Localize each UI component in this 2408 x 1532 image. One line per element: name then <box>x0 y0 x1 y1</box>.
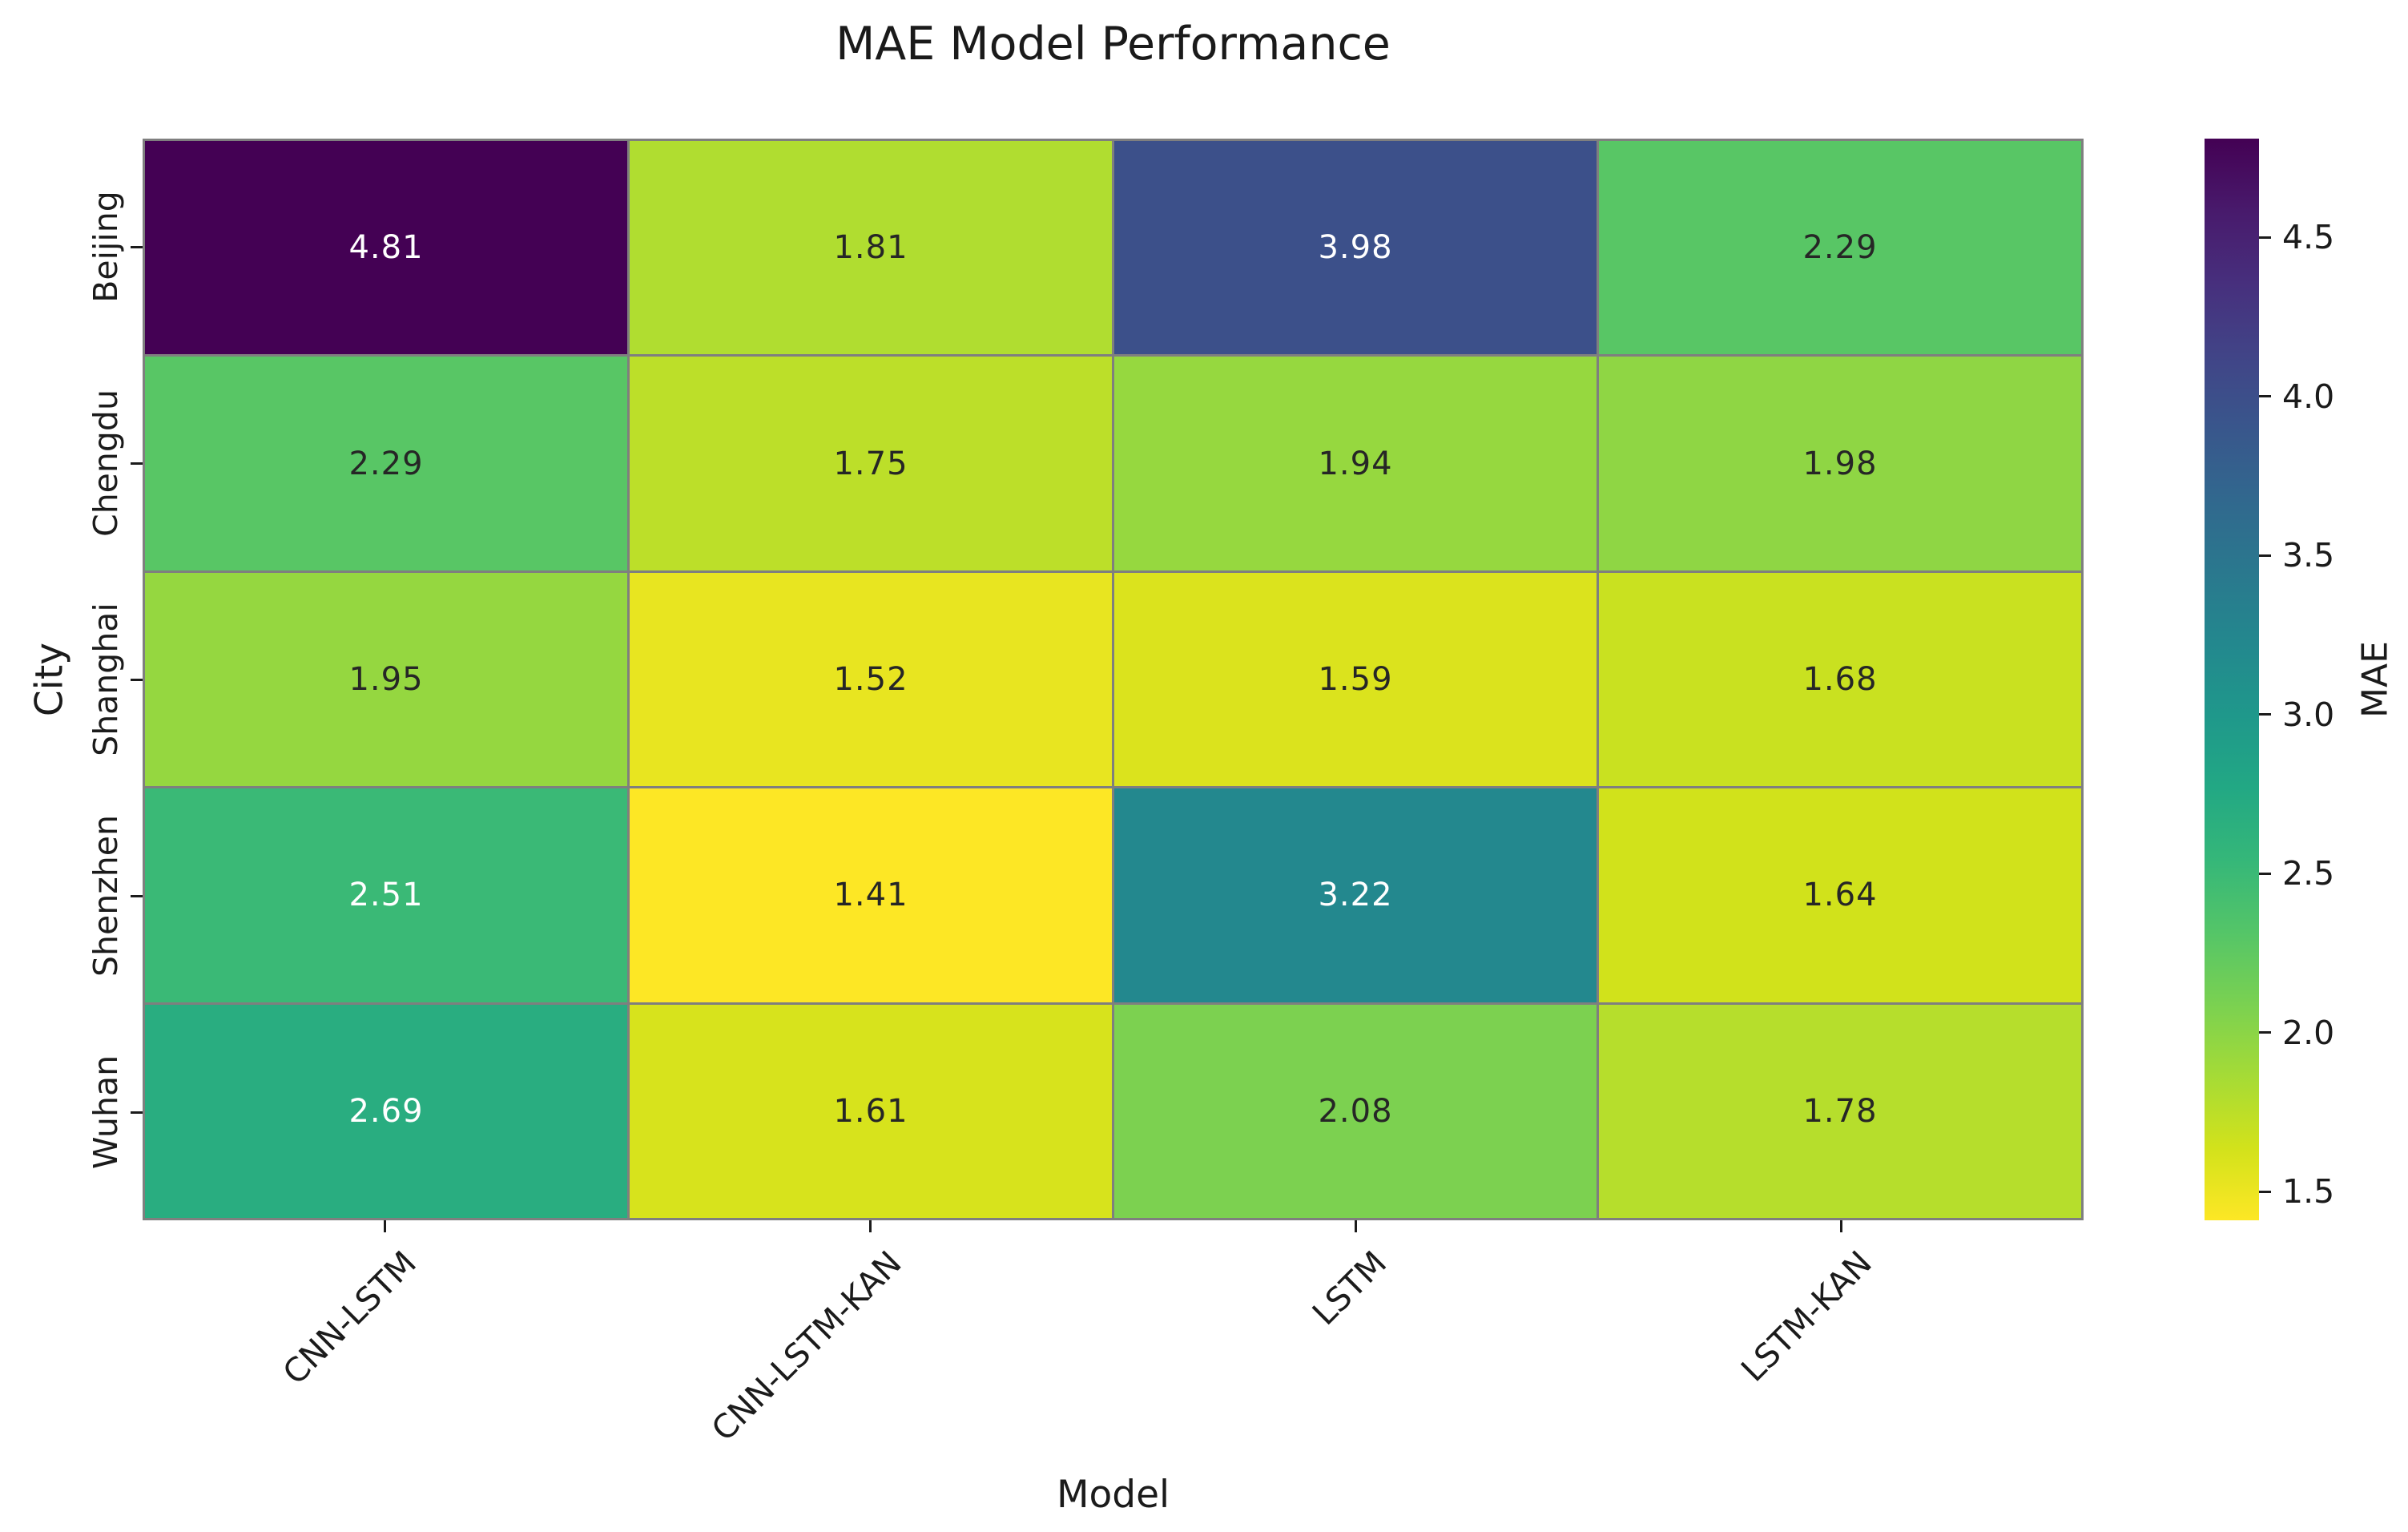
heatmap-cell: 3.22 <box>1114 788 1597 1002</box>
chart-title: MAE Model Performance <box>836 18 1391 71</box>
y-tick-mark <box>131 245 143 248</box>
x-tick-mark <box>869 1220 872 1232</box>
heatmap-cell: 1.78 <box>1599 1004 2081 1218</box>
y-tick-label: Wuhan <box>87 1054 125 1170</box>
colorbar-tick-mark <box>2259 872 2271 875</box>
heatmap-cell: 2.69 <box>145 1004 627 1218</box>
cell-value: 3.98 <box>1318 229 1393 267</box>
cell-value: 1.95 <box>348 660 424 698</box>
y-tick-mark <box>131 678 143 681</box>
y-tick-label: Shanghai <box>87 603 125 756</box>
heatmap-cell: 1.81 <box>630 141 1112 355</box>
x-tick-label: CNN-LSTM <box>275 1244 424 1393</box>
colorbar-tick-mark <box>2259 236 2271 239</box>
y-axis-label: City <box>27 642 72 717</box>
colorbar-tick-label: 3.0 <box>2282 695 2335 734</box>
cell-value: 1.81 <box>833 229 908 267</box>
cell-value: 2.51 <box>348 877 424 914</box>
colorbar-tick-mark <box>2259 554 2271 557</box>
colorbar-tick-label: 2.5 <box>2282 854 2335 893</box>
heatmap-cell: 3.98 <box>1114 141 1597 355</box>
heatmap-cell: 1.41 <box>630 788 1112 1002</box>
y-tick-label: Shenzhen <box>87 815 125 977</box>
heatmap-cell: 1.68 <box>1599 572 2081 787</box>
heatmap-grid: 4.81 1.81 3.98 2.29 2.29 1.75 1.94 1.98 1.95 1.52… <box>143 139 2084 1220</box>
x-tick-mark <box>1839 1220 1842 1232</box>
x-tick-mark <box>384 1220 387 1232</box>
cell-value: 2.08 <box>1318 1092 1393 1130</box>
cell-value: 2.29 <box>1802 229 1878 267</box>
colorbar-tick-label: 4.5 <box>2282 218 2335 257</box>
colorbar-label: MAE <box>2354 641 2396 718</box>
cell-value: 1.61 <box>833 1092 908 1130</box>
heatmap-cell: 1.52 <box>630 572 1112 787</box>
cell-value: 1.98 <box>1802 445 1878 482</box>
cell-value: 1.52 <box>833 660 908 698</box>
heatmap-cell: 2.51 <box>145 788 627 1002</box>
heatmap-cell: 1.61 <box>630 1004 1112 1218</box>
cell-value: 4.81 <box>348 229 424 267</box>
heatmap-cell: 4.81 <box>145 141 627 355</box>
cell-value: 1.94 <box>1318 445 1393 482</box>
cell-value: 1.68 <box>1802 660 1878 698</box>
cell-value: 1.41 <box>833 877 908 914</box>
colorbar-tick-mark <box>2259 1190 2271 1193</box>
colorbar-tick-mark <box>2259 1031 2271 1034</box>
x-axis-label: Model <box>1056 1473 1170 1517</box>
colorbar-tick-label: 3.5 <box>2282 536 2335 575</box>
cell-value: 2.69 <box>348 1092 424 1130</box>
cell-value: 1.64 <box>1802 877 1878 914</box>
y-tick-mark <box>131 1111 143 1114</box>
heatmap-cell: 2.29 <box>145 357 627 570</box>
x-tick-label: CNN-LSTM-KAN <box>703 1244 909 1449</box>
colorbar-tick-mark <box>2259 713 2271 716</box>
y-tick-mark <box>131 462 143 465</box>
heatmap-cell: 1.98 <box>1599 357 2081 570</box>
heatmap-cell: 1.95 <box>145 572 627 787</box>
colorbar-tick-mark <box>2259 395 2271 398</box>
x-tick-label: LSTM <box>1305 1244 1395 1333</box>
y-tick-mark <box>131 894 143 897</box>
cell-value: 3.22 <box>1318 877 1393 914</box>
cell-value: 2.29 <box>348 445 424 482</box>
colorbar-tick-label: 4.0 <box>2282 377 2335 416</box>
colorbar-gradient <box>2205 139 2259 1220</box>
y-tick-label: Chengdu <box>87 389 125 537</box>
cell-value: 1.75 <box>833 445 908 482</box>
x-tick-label: LSTM-KAN <box>1734 1244 1880 1389</box>
heatmap-cell: 1.59 <box>1114 572 1597 787</box>
heatmap-cell: 1.64 <box>1599 788 2081 1002</box>
colorbar-tick-label: 2.0 <box>2282 1013 2335 1052</box>
cell-value: 1.59 <box>1318 660 1393 698</box>
cell-value: 1.78 <box>1802 1092 1878 1130</box>
colorbar-tick-label: 1.5 <box>2282 1172 2335 1211</box>
x-tick-mark <box>1354 1220 1357 1232</box>
y-tick-label: Beijing <box>87 191 125 303</box>
heatmap-cell: 1.94 <box>1114 357 1597 570</box>
heatmap-cell: 2.08 <box>1114 1004 1597 1218</box>
heatmap-cell: 1.75 <box>630 357 1112 570</box>
heatmap-cell: 2.29 <box>1599 141 2081 355</box>
